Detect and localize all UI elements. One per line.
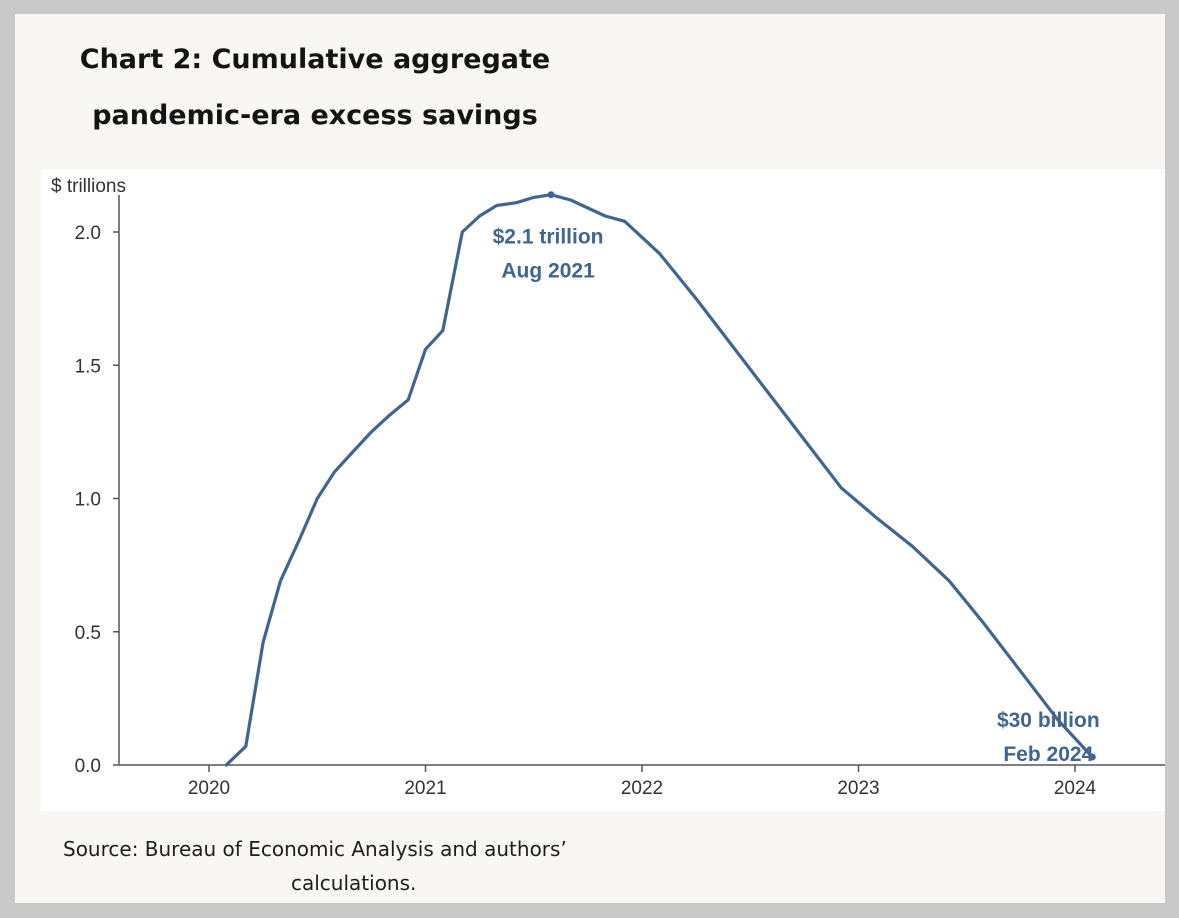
annotation-date-1: Feb 2024: [1003, 743, 1093, 766]
y-tick-label-1: 0.5: [75, 623, 101, 644]
annotation-date-0: Aug 2021: [501, 260, 595, 283]
y-tick-label-2: 1.0: [75, 490, 101, 511]
x-tick-label-0: 2020: [188, 778, 230, 799]
annotation-value-1: $30 billion: [997, 709, 1100, 732]
source-line-2: calculations.: [291, 871, 417, 895]
x-tick-label-2: 2022: [621, 778, 663, 799]
chart-card: Chart 2: Cumulative aggregate pandemic-e…: [15, 14, 1165, 903]
line-chart: 0.0 0.5 1.0 1.5 2.0 2020 2021 2022 2023 2024 $ tri…: [51, 176, 1165, 799]
series-line-0: [224, 193, 1094, 767]
y-tick-label-3: 1.5: [75, 356, 101, 377]
annotation-marker-1: [1088, 753, 1096, 761]
source-note: Source: Bureau of Economic Analysis and …: [63, 832, 567, 900]
annotation-marker-0: [547, 191, 555, 199]
x-tick-label-1: 2021: [404, 778, 446, 799]
chart-title: Chart 2: Cumulative aggregate pandemic-e…: [15, 32, 615, 144]
chart-title-line-2: pandemic-era excess savings: [92, 100, 538, 131]
y-axis-label: $ trillions: [51, 176, 126, 197]
x-tick-label-4: 2024: [1054, 778, 1097, 799]
annotation-value-0: $2.1 trillion: [493, 226, 604, 249]
plot-background: [41, 169, 1165, 811]
x-tick-label-3: 2023: [837, 778, 879, 799]
chart-title-line-1: Chart 2: Cumulative aggregate: [79, 44, 551, 75]
y-tick-label-4: 2.0: [75, 223, 101, 244]
y-tick-label-0: 0.0: [75, 756, 101, 777]
source-line-1: Source: Bureau of Economic Analysis and …: [63, 837, 567, 861]
